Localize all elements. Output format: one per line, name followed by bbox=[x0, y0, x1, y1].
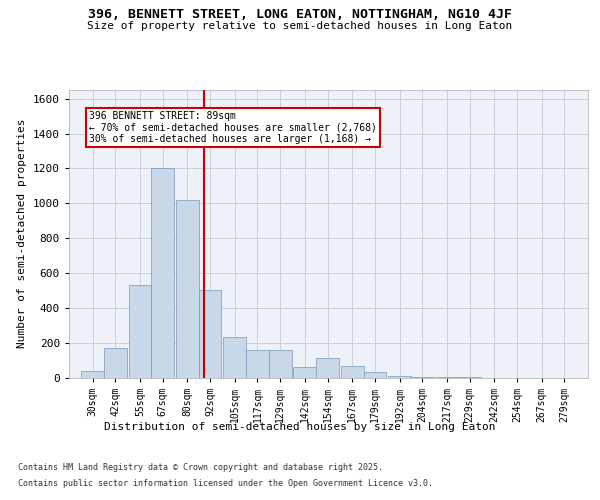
Bar bbox=[104, 348, 127, 378]
Text: 396, BENNETT STREET, LONG EATON, NOTTINGHAM, NG10 4JF: 396, BENNETT STREET, LONG EATON, NOTTING… bbox=[88, 8, 512, 20]
Text: Contains HM Land Registry data © Crown copyright and database right 2025.: Contains HM Land Registry data © Crown c… bbox=[18, 462, 383, 471]
Bar bbox=[176, 200, 199, 378]
Bar bbox=[388, 376, 411, 378]
Bar bbox=[246, 350, 269, 378]
Text: Contains public sector information licensed under the Open Government Licence v3: Contains public sector information licen… bbox=[18, 479, 433, 488]
Bar bbox=[151, 168, 174, 378]
Bar bbox=[199, 290, 221, 378]
Bar bbox=[128, 285, 151, 378]
Bar bbox=[82, 370, 104, 378]
Bar bbox=[364, 372, 386, 378]
Bar bbox=[341, 366, 364, 378]
Y-axis label: Number of semi-detached properties: Number of semi-detached properties bbox=[17, 119, 28, 348]
Bar bbox=[293, 367, 316, 378]
Bar bbox=[316, 358, 339, 378]
Bar bbox=[223, 338, 246, 378]
Text: 396 BENNETT STREET: 89sqm
← 70% of semi-detached houses are smaller (2,768)
30% : 396 BENNETT STREET: 89sqm ← 70% of semi-… bbox=[89, 111, 377, 144]
Text: Distribution of semi-detached houses by size in Long Eaton: Distribution of semi-detached houses by … bbox=[104, 422, 496, 432]
Text: Size of property relative to semi-detached houses in Long Eaton: Size of property relative to semi-detach… bbox=[88, 21, 512, 31]
Bar bbox=[269, 350, 292, 378]
Bar bbox=[411, 377, 434, 378]
